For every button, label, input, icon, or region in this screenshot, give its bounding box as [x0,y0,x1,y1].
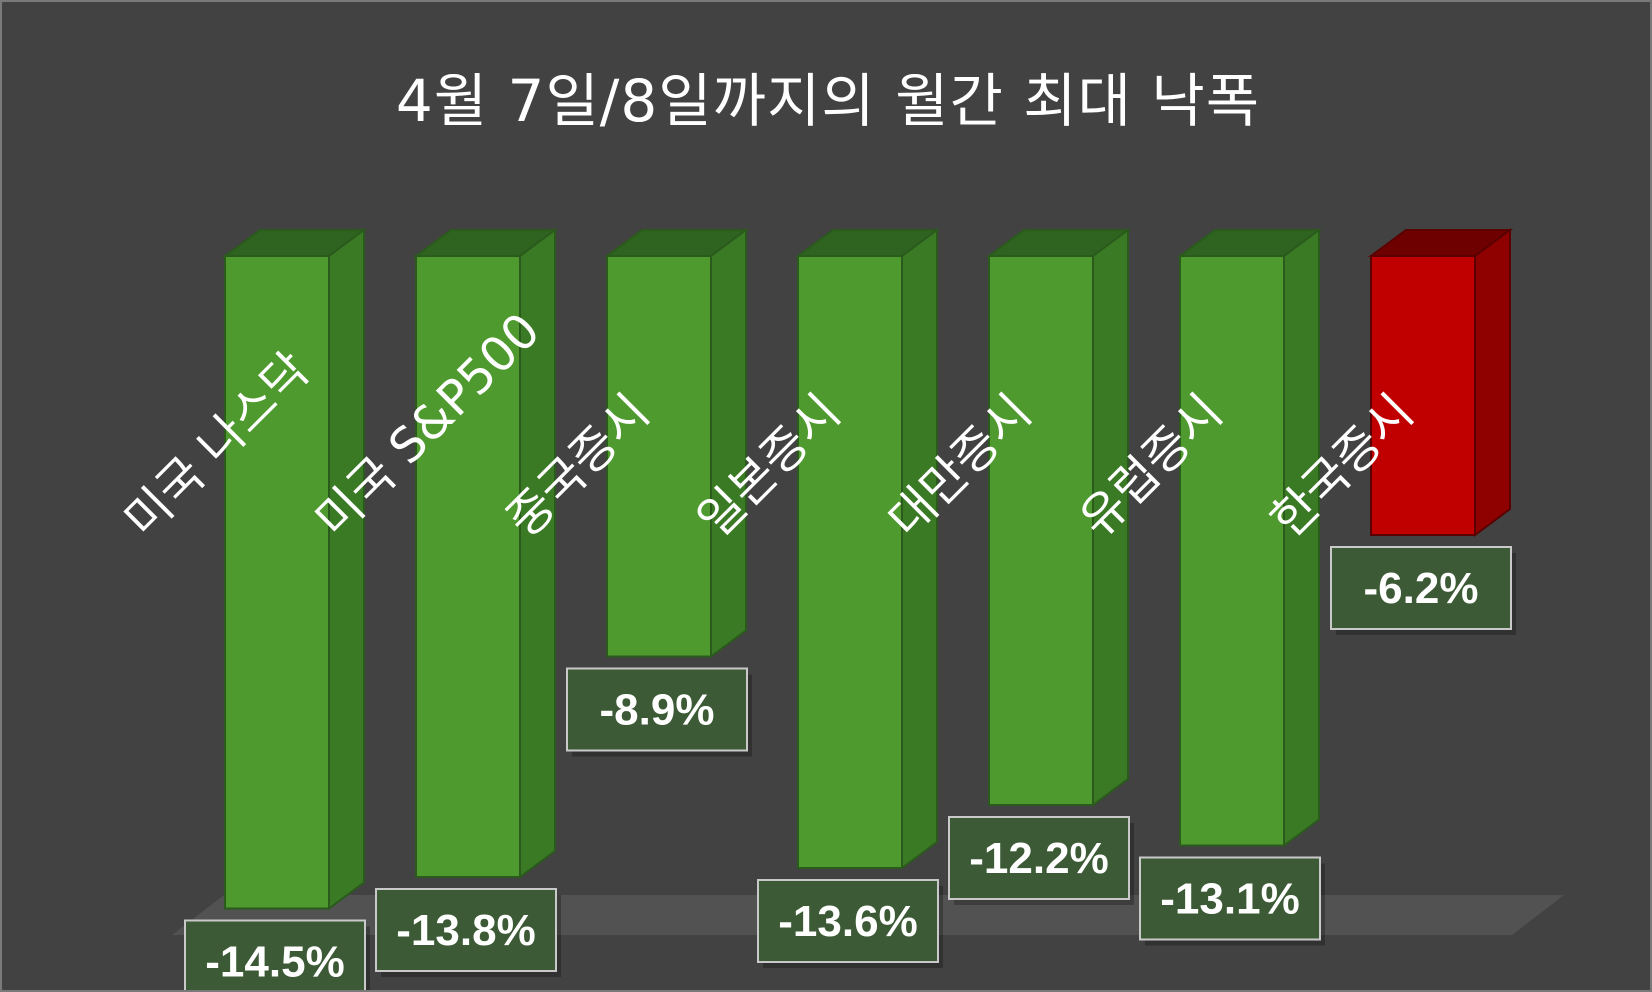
value-label-box [1330,546,1512,630]
bar-front-face [988,255,1094,806]
bar-series [221,228,1514,911]
bar-front-face [415,255,521,878]
value-label-box [566,667,748,752]
bar-side-face [710,228,747,659]
value-label-box [1139,856,1321,941]
value-label-box [184,919,366,990]
value-label-text: -13.6% [778,897,917,946]
bar-3 [603,228,750,659]
value-label-text: -8.9% [600,686,715,735]
value-label-6: -13.1% [1139,856,1325,946]
value-label-5: -12.2% [948,816,1134,905]
value-labels: -14.5% -13.8% -8.9% -13.6% -12.2% -13.1% -6.2% [184,546,1516,990]
bar-side-face [901,228,938,870]
value-label-text: -13.8% [396,906,535,955]
value-label-4: -13.6% [757,879,943,968]
bar-5 [985,228,1132,807]
value-label-box [375,888,557,972]
bar-side-face [1474,228,1511,537]
value-label-7: -6.2% [1330,546,1516,635]
value-label-box [948,816,1130,900]
bar-front-face [1179,255,1285,847]
value-label-text: -14.5% [205,938,344,987]
bar-1 [221,228,368,911]
value-label-2: -13.8% [375,888,561,977]
bar-6 [1176,228,1323,848]
value-label-text: -12.2% [969,834,1108,883]
value-label-box [757,879,939,963]
chart-title: 4월 7일/8일까지의 월간 최대 낙폭 [395,67,1261,135]
bar-front-face [1370,255,1476,536]
value-label-1: -14.5% [184,919,370,990]
value-label-text: -6.2% [1364,564,1479,613]
bar-4 [794,228,941,870]
bar-7 [1367,228,1514,537]
bar-front-face [606,255,712,658]
bar-2 [412,228,559,879]
bar-front-face [224,255,330,910]
value-label-3: -8.9% [566,667,752,757]
value-label-text: -13.1% [1160,875,1299,924]
bar-side-face [328,228,365,911]
bar-front-face [797,255,903,869]
